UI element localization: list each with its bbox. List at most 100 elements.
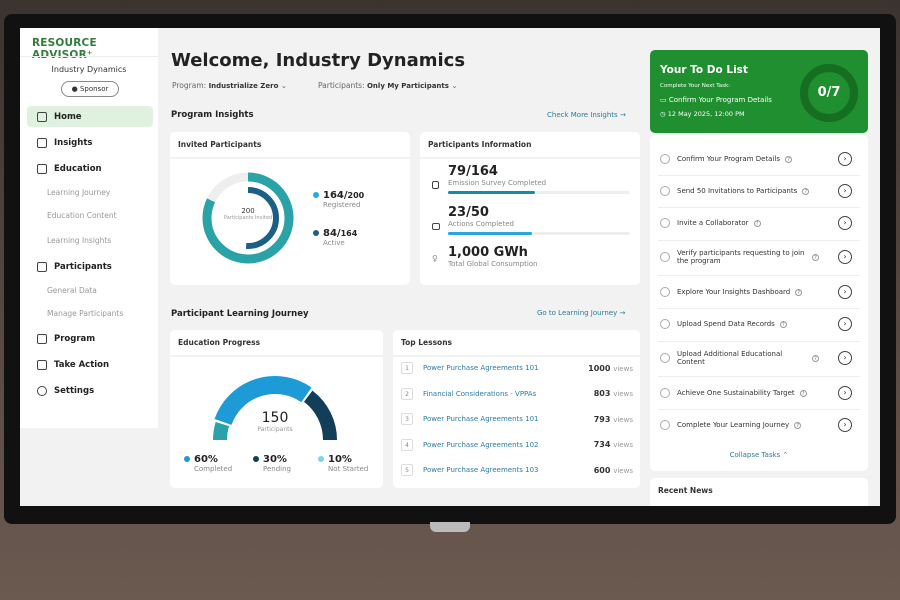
lesson-views: 793 views <box>594 415 633 424</box>
participants-label: Participants: <box>318 81 365 90</box>
book-icon <box>37 163 47 174</box>
divider <box>658 341 860 342</box>
sidebar-item-home[interactable]: Home <box>27 106 153 127</box>
chevron-right-icon[interactable]: › <box>838 317 852 331</box>
help-icon[interactable]: ? <box>812 253 819 261</box>
legend-label: Not Started <box>328 465 369 473</box>
todo-item[interactable]: Confirm Your Program Details? › <box>660 151 860 167</box>
chevron-right-icon[interactable]: › <box>838 250 852 264</box>
todo-title: Your To Do List <box>660 64 748 76</box>
registered-legend: 164/200 Registered <box>313 190 364 209</box>
lesson-views: 600 views <box>594 466 633 475</box>
education-progress-card: Education Progress 150 Participants 60% C… <box>170 330 383 488</box>
lesson-row[interactable]: 2 Financial Considerations - VPPAs 803 vie… <box>401 387 633 400</box>
todo-item[interactable]: Achieve One Sustainability Target? › <box>660 385 860 401</box>
todo-label: Complete Your Learning Journey <box>677 421 790 429</box>
chevron-right-icon[interactable]: › <box>838 351 852 365</box>
help-icon[interactable]: ? <box>802 187 810 195</box>
sidebar-item-education[interactable]: Education <box>27 158 153 179</box>
education-gauge <box>213 376 337 441</box>
todo-item[interactable]: Explore Your Insights Dashboard? › <box>660 284 860 300</box>
info-value: 79/164 <box>448 164 498 179</box>
go-to-learning-journey-link[interactable]: Go to Learning Journey → <box>537 309 625 317</box>
program-filter[interactable]: Program: Industrialize Zero ⌄ <box>172 81 287 90</box>
todo-progress-ring: 0/7 <box>800 64 858 122</box>
lesson-name[interactable]: Power Purchase Agreements 103 <box>423 466 539 474</box>
help-icon[interactable]: ? <box>794 421 802 429</box>
lesson-row[interactable]: 5 Power Purchase Agreements 103 600 views <box>401 464 633 476</box>
todo-item[interactable]: Invite a Collaborator? › <box>660 215 860 231</box>
lesson-row[interactable]: 1 Power Purchase Agreements 101 1000 views <box>401 362 633 374</box>
todo-checkbox[interactable] <box>660 218 670 228</box>
todo-item[interactable]: Complete Your Learning Journey? › <box>660 417 860 433</box>
sidebar-sub-learning-journey[interactable]: Learning Journey <box>47 188 111 197</box>
lesson-rank: 3 <box>401 413 413 425</box>
legend-value: 30% <box>263 454 287 465</box>
todo-checkbox[interactable] <box>660 353 670 363</box>
todo-checkbox[interactable] <box>660 154 670 164</box>
todo-checkbox[interactable] <box>660 420 670 430</box>
chevron-right-icon[interactable]: › <box>838 216 852 230</box>
todo-item[interactable]: Verify participants requesting to join t… <box>660 249 860 265</box>
help-icon[interactable]: ? <box>785 155 793 163</box>
lesson-name[interactable]: Power Purchase Agreements 101 <box>423 415 539 423</box>
chevron-right-icon[interactable]: › <box>838 386 852 400</box>
registered-value: 164/ <box>323 190 348 201</box>
todo-header: Your To Do List Complete Your Next Task:… <box>650 50 868 133</box>
gear-icon <box>37 385 47 396</box>
lesson-name[interactable]: Financial Considerations - VPPAs <box>423 389 537 398</box>
lesson-rank: 5 <box>401 464 413 476</box>
help-icon[interactable]: ? <box>779 320 787 328</box>
help-icon[interactable]: ? <box>795 288 803 296</box>
sidebar-item-insights[interactable]: Insights <box>27 132 153 153</box>
sidebar-item-program[interactable]: Program <box>27 328 153 349</box>
help-icon[interactable]: ? <box>812 354 819 362</box>
sidebar-sub-manage-participants[interactable]: Manage Participants <box>47 309 124 318</box>
todo-item[interactable]: Send 50 Invitations to Participants? › <box>660 183 860 199</box>
lesson-rank: 2 <box>401 387 413 400</box>
todo-label: Upload Additional Educational Content <box>677 350 783 366</box>
sidebar-sub-learning-insights[interactable]: Learning Insights <box>47 236 112 245</box>
info-row: 1,000 GWh Total Global Consumption <box>448 245 630 268</box>
lesson-name[interactable]: Power Purchase Agreements 101 <box>423 364 539 372</box>
program-label: Program: <box>172 81 207 90</box>
chevron-right-icon[interactable]: › <box>838 184 852 198</box>
lesson-rank: 1 <box>401 362 413 374</box>
chevron-down-icon: ⌄ <box>280 81 288 90</box>
help-icon[interactable]: ? <box>753 219 761 227</box>
participants-filter[interactable]: Participants: Only My Participants ⌄ <box>318 81 458 90</box>
info-label: Actions Completed <box>448 220 514 228</box>
check-more-insights-link[interactable]: Check More Insights → <box>547 111 626 119</box>
chevron-right-icon[interactable]: › <box>838 418 852 432</box>
views-count: 1000 <box>588 363 611 373</box>
lesson-views: 1000 views <box>588 364 633 373</box>
views-count: 793 <box>593 414 611 424</box>
todo-item[interactable]: Upload Spend Data Records? › <box>660 316 860 332</box>
collapse-tasks-button[interactable]: Collapse Tasks ⌃ <box>650 451 868 459</box>
divider <box>658 274 860 276</box>
chevron-right-icon[interactable]: › <box>838 152 852 166</box>
sidebar-sub-general-data[interactable]: General Data <box>47 286 97 295</box>
sidebar-item-take-action[interactable]: Take Action <box>27 354 153 375</box>
lesson-row[interactable]: 4 Power Purchase Agreements 102 734 views <box>401 438 633 451</box>
next-task-name: Confirm Your Program Details <box>668 96 772 104</box>
collapse-label: Collapse Tasks <box>729 451 781 459</box>
todo-checkbox[interactable] <box>660 186 670 196</box>
active-legend: 84/164 Active <box>313 228 357 247</box>
todo-checkbox[interactable] <box>660 388 670 398</box>
sidebar-sub-education-content[interactable]: Education Content <box>47 211 117 220</box>
todo-checkbox[interactable] <box>660 319 670 329</box>
todo-checkbox[interactable] <box>660 287 670 297</box>
lesson-row[interactable]: 3 Power Purchase Agreements 101 793 views <box>401 413 633 425</box>
gauge-value: 150 <box>261 410 289 426</box>
todo-checkbox[interactable] <box>660 252 670 262</box>
sidebar-item-settings[interactable]: Settings <box>27 380 153 401</box>
next-task[interactable]: ▭ Confirm Your Program Details <box>660 96 772 104</box>
chevron-right-icon[interactable]: › <box>838 285 852 299</box>
lesson-name[interactable]: Power Purchase Agreements 102 <box>423 440 539 449</box>
views-label: views <box>613 364 633 373</box>
help-icon[interactable]: ? <box>799 389 807 397</box>
section-title: Program Insights <box>171 110 254 120</box>
todo-item[interactable]: Upload Additional Educational Content? › <box>660 350 860 366</box>
sidebar-item-participants[interactable]: Participants <box>27 256 153 277</box>
